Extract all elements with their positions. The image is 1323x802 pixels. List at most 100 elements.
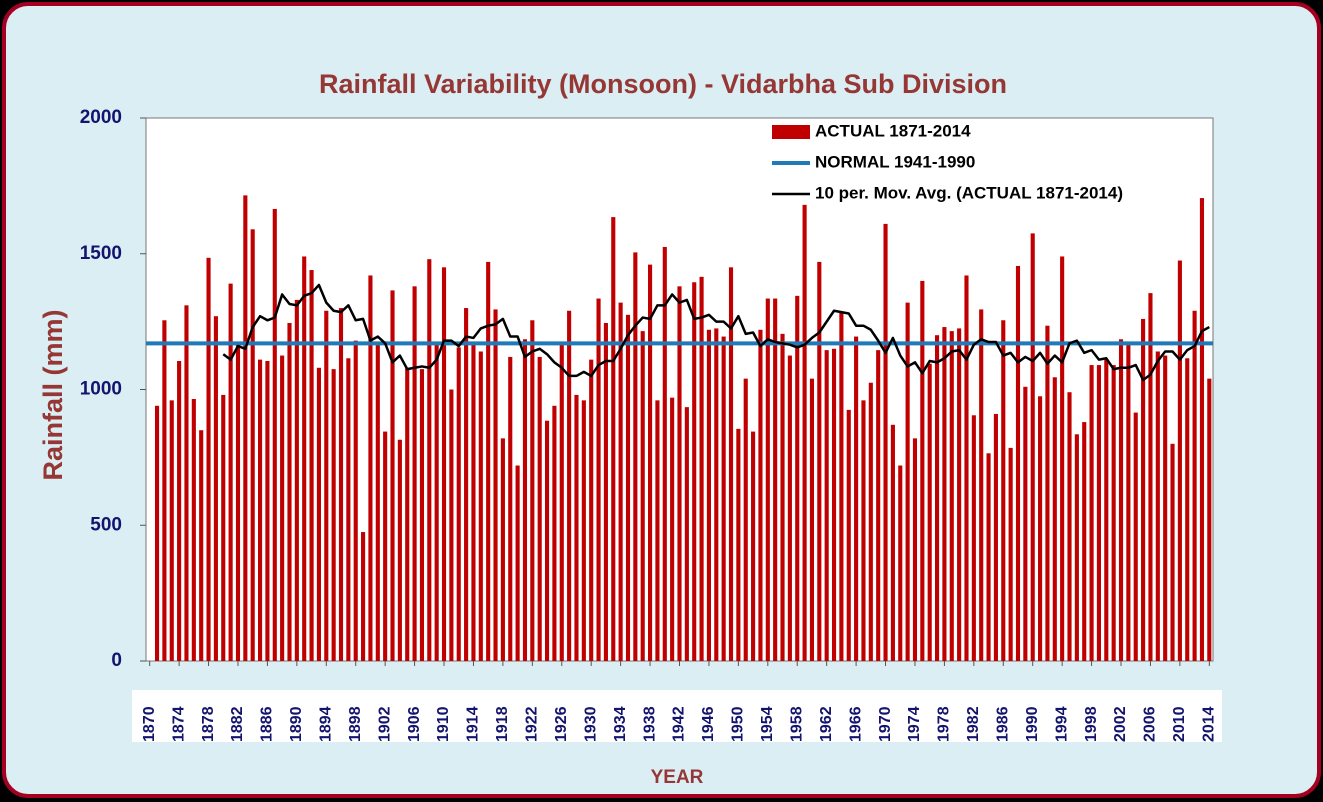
- bar: [662, 246, 667, 661]
- bar: [567, 310, 572, 661]
- bar: [1192, 310, 1197, 661]
- x-tick-label: 1974: [906, 706, 923, 742]
- bar: [1001, 320, 1006, 661]
- x-label-strip: [132, 690, 1222, 742]
- bar: [1163, 355, 1168, 661]
- x-tick-label: 1906: [406, 706, 423, 742]
- x-tick-label: 1962: [818, 706, 835, 742]
- bar: [876, 350, 881, 661]
- bar: [714, 328, 719, 661]
- bar: [397, 439, 402, 661]
- x-tick-label: 1910: [435, 706, 452, 742]
- bar: [199, 430, 204, 661]
- bar: [905, 302, 910, 661]
- bar: [265, 360, 270, 661]
- x-tick-label: 2002: [1112, 706, 1129, 742]
- x-tick-label: 1918: [494, 706, 511, 742]
- x-tick-label: 1882: [229, 706, 246, 742]
- bar: [243, 195, 248, 661]
- y-tick-label: 1500: [80, 243, 122, 264]
- x-tick-label: 1938: [641, 706, 658, 742]
- bar: [743, 378, 748, 661]
- bar: [692, 282, 697, 661]
- bar: [868, 382, 873, 661]
- x-tick-label: 1986: [994, 706, 1011, 742]
- bar: [530, 320, 535, 661]
- x-tick-label: 1902: [376, 706, 393, 742]
- x-tick-label: 1942: [671, 706, 688, 742]
- bar: [765, 298, 770, 661]
- bar: [670, 397, 675, 661]
- bar: [1030, 233, 1035, 661]
- bar: [1185, 358, 1190, 661]
- bar: [581, 400, 586, 661]
- bar: [831, 348, 837, 661]
- x-tick-label: 1990: [1024, 706, 1041, 742]
- bar: [721, 336, 726, 661]
- bar: [942, 327, 947, 661]
- x-tick-label: 1898: [347, 706, 364, 742]
- bar: [1104, 359, 1109, 661]
- x-tick-label: 1994: [1053, 706, 1070, 742]
- legend-label: 10 per. Mov. Avg. (ACTUAL 1871-2014): [815, 183, 1123, 202]
- chart-title: Rainfall Variability (Monsoon) - Vidarbh…: [319, 69, 1007, 99]
- bar: [405, 367, 410, 661]
- bar: [346, 358, 351, 661]
- bar: [824, 350, 829, 661]
- bar: [618, 302, 623, 661]
- bar: [780, 333, 785, 661]
- bar: [250, 229, 255, 661]
- x-tick-label: 1886: [259, 706, 276, 742]
- bar: [861, 400, 866, 661]
- bar: [184, 305, 189, 661]
- x-tick-label: 1950: [730, 706, 747, 742]
- bar: [934, 335, 940, 661]
- bar: [235, 344, 241, 661]
- bar: [699, 276, 704, 661]
- bar: [677, 286, 682, 661]
- bar: [552, 405, 557, 661]
- bar: [846, 409, 851, 661]
- bar: [478, 351, 483, 661]
- bar: [272, 208, 277, 661]
- bar: [177, 360, 182, 661]
- bar: [648, 264, 653, 661]
- bar: [383, 431, 388, 661]
- bar: [412, 286, 417, 661]
- bar: [1199, 198, 1205, 661]
- bar: [655, 400, 660, 661]
- bar: [500, 438, 505, 661]
- x-tick-label: 1978: [936, 706, 953, 742]
- bar: [309, 270, 314, 661]
- bar: [427, 259, 432, 661]
- bar: [213, 316, 218, 661]
- bar: [1148, 293, 1153, 661]
- bar: [787, 355, 792, 661]
- bar: [368, 275, 373, 661]
- bar: [449, 389, 454, 661]
- bar: [537, 356, 542, 661]
- bar: [331, 369, 336, 661]
- x-tick-label: 1922: [524, 706, 541, 742]
- bar: [640, 331, 645, 661]
- bar: [1045, 325, 1050, 661]
- x-tick-label: 1966: [847, 706, 864, 742]
- x-tick-label: 1878: [200, 706, 217, 742]
- bar: [1141, 318, 1146, 661]
- moving-average-line: [222, 283, 1210, 382]
- bar: [596, 298, 601, 661]
- x-tick-label: 1874: [170, 706, 187, 742]
- bar: [758, 329, 763, 661]
- bar: [162, 320, 167, 661]
- x-tick-label: 1934: [612, 706, 629, 742]
- bar: [1008, 447, 1013, 661]
- bar: [603, 322, 608, 661]
- x-tick-label: 1894: [318, 706, 335, 742]
- bar: [1155, 351, 1160, 661]
- bar: [1015, 265, 1021, 661]
- bar: [809, 378, 815, 661]
- bar: [169, 400, 174, 661]
- bar: [1074, 434, 1079, 661]
- bar: [287, 322, 292, 661]
- bar: [1133, 412, 1138, 661]
